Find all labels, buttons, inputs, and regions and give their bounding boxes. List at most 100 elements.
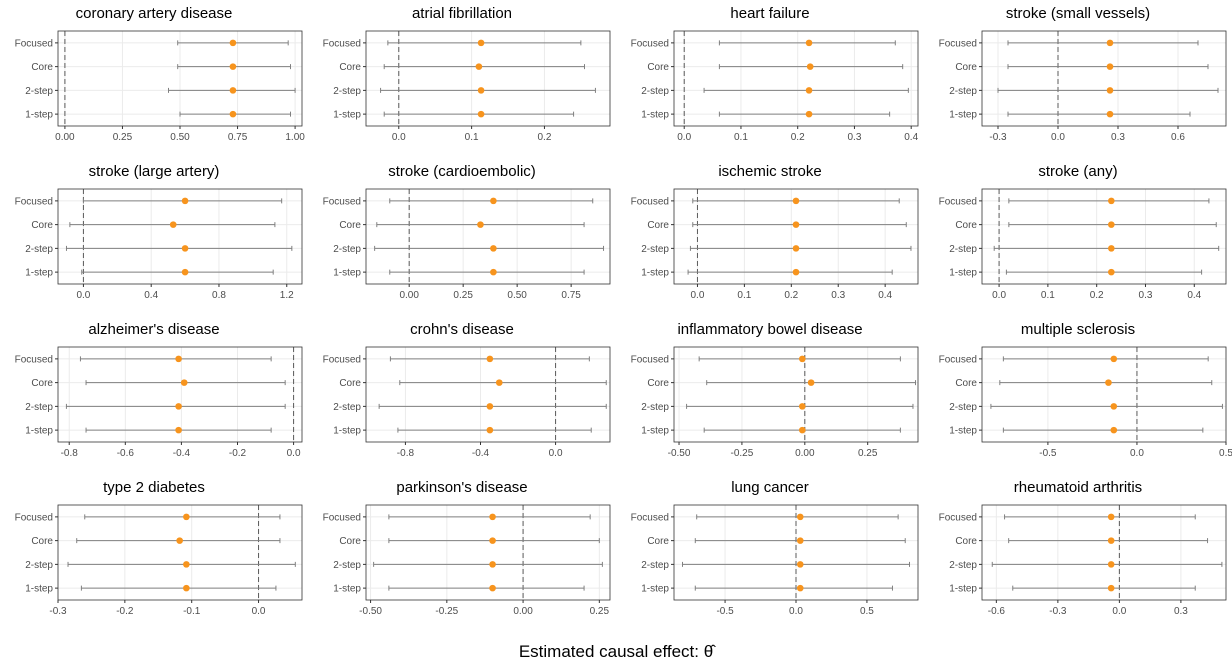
estimate-point bbox=[1108, 221, 1115, 228]
x-tick-label: 0.0 bbox=[789, 606, 803, 617]
x-tick-label: -0.50 bbox=[668, 448, 691, 459]
x-tick-label: 0.0 bbox=[1051, 132, 1065, 143]
y-tick-label: 1-step bbox=[949, 268, 977, 279]
y-tick-label: 1-step bbox=[641, 268, 669, 279]
plot-background bbox=[982, 347, 1226, 442]
y-tick-label: 2-step bbox=[949, 244, 977, 255]
x-tick-label: 0.2 bbox=[791, 132, 805, 143]
y-tick-label: 2-step bbox=[949, 402, 977, 413]
estimate-point bbox=[489, 513, 496, 521]
plot-background bbox=[982, 505, 1226, 600]
y-tick-label: 2-step bbox=[25, 402, 53, 413]
estimate-point bbox=[181, 268, 189, 276]
forest-plot: Focused Core 2-step 1-step -0.5 0.0 0.5 bbox=[631, 504, 919, 617]
x-tick-label: -0.6 bbox=[117, 448, 135, 459]
y-tick-label: Core bbox=[647, 378, 669, 389]
y-tick-label: 1-step bbox=[25, 268, 53, 279]
panel: crohn's disease Focused Core 2-step 1-step -0… bbox=[308, 316, 616, 474]
x-tick-label: 0.4 bbox=[904, 132, 918, 143]
estimate-point bbox=[1107, 561, 1115, 568]
forest-plot: Focused Core 2-step 1-step -0.8 -0.6 -0.4 -0.2 0… bbox=[15, 346, 303, 459]
y-tick-label: 1-step bbox=[949, 426, 977, 437]
x-tick-label: 0.50 bbox=[170, 132, 190, 143]
y-tick-label: Core bbox=[339, 536, 361, 547]
panel: heart failure Focused Core 2-step 1-step 0.0 0… bbox=[616, 0, 924, 158]
estimate-point bbox=[796, 584, 804, 592]
x-tick-label: -0.25 bbox=[731, 448, 754, 459]
x-tick-label: 0.0 bbox=[392, 132, 406, 143]
panel-title: multiple sclerosis bbox=[1020, 321, 1136, 338]
y-tick-label: Core bbox=[647, 220, 669, 231]
y-tick-label: 1-step bbox=[333, 110, 361, 121]
x-tick-label: 0.0 bbox=[1130, 448, 1144, 459]
y-tick-label: 1-step bbox=[641, 110, 669, 121]
x-tick-label: 0.2 bbox=[537, 132, 551, 143]
panel: alzheimer's disease Focused Core 2-step 1-st… bbox=[0, 316, 308, 474]
estimate-point bbox=[477, 221, 484, 228]
estimate-point bbox=[1108, 268, 1115, 276]
estimate-point bbox=[1108, 197, 1115, 205]
x-tick-label: -0.3 bbox=[1049, 606, 1067, 617]
plot-frame bbox=[673, 504, 919, 601]
panel: rheumatoid arthritis Focused Core 2-step 1-s… bbox=[924, 474, 1232, 632]
y-tick-label: 2-step bbox=[949, 86, 977, 97]
x-tick-label: 0.4 bbox=[878, 290, 892, 301]
x-tick-label: 0.4 bbox=[144, 290, 158, 301]
x-tick-label: -0.2 bbox=[116, 606, 134, 617]
forest-plot: Focused Core 2-step 1-step 0.0 0.1 0.2 0.3 0.4 bbox=[939, 188, 1227, 301]
forest-plot: Focused Core 2-step 1-step -0.8 -0.4 0.0 bbox=[323, 346, 611, 459]
y-tick-label: Core bbox=[647, 536, 669, 547]
y-tick-label: 1-step bbox=[641, 584, 669, 595]
estimate-point bbox=[486, 403, 494, 410]
estimate-point bbox=[1108, 245, 1115, 252]
x-tick-label: 0.00 bbox=[513, 606, 533, 617]
x-tick-label: -0.3 bbox=[49, 606, 67, 617]
estimate-point bbox=[796, 537, 804, 544]
x-tick-label: 1.2 bbox=[280, 290, 294, 301]
forest-plot: Focused Core 2-step 1-step -0.5 0.0 0.5 bbox=[939, 346, 1232, 459]
forest-plot: Focused Core 2-step 1-step 0.0 0.4 0.8 1.2 bbox=[15, 188, 303, 301]
plot-background bbox=[366, 31, 610, 126]
plot-background bbox=[366, 505, 610, 600]
x-tick-label: -0.5 bbox=[1039, 448, 1057, 459]
plot-frame bbox=[365, 504, 611, 601]
panel-title: crohn's disease bbox=[410, 321, 514, 338]
x-tick-label: 0.75 bbox=[561, 290, 581, 301]
y-tick-label: Core bbox=[955, 220, 977, 231]
panel: coronary artery disease Focused Core 2-step… bbox=[0, 0, 308, 158]
y-tick-label: Core bbox=[31, 378, 53, 389]
forest-plot: Focused Core 2-step 1-step -0.50 -0.25 0.00 0.2… bbox=[631, 346, 919, 459]
plot-frame bbox=[57, 504, 303, 601]
y-tick-label: Focused bbox=[15, 354, 53, 365]
estimate-point bbox=[1106, 110, 1114, 118]
x-tick-label: 0.5 bbox=[860, 606, 874, 617]
y-tick-label: Focused bbox=[323, 38, 361, 49]
estimate-point bbox=[792, 197, 800, 205]
estimate-point bbox=[477, 39, 485, 47]
estimate-point bbox=[175, 426, 182, 434]
plot-frame bbox=[57, 188, 303, 285]
x-tick-label: 0.75 bbox=[228, 132, 248, 143]
plot-frame bbox=[981, 346, 1227, 443]
panel: multiple sclerosis Focused Core 2-step 1-ste… bbox=[924, 316, 1232, 474]
estimate-point bbox=[798, 426, 806, 434]
estimate-point bbox=[229, 63, 237, 70]
x-tick-label: -0.3 bbox=[989, 132, 1007, 143]
x-tick-label: 0.3 bbox=[831, 290, 845, 301]
plot-frame bbox=[981, 30, 1227, 127]
y-tick-label: 1-step bbox=[333, 426, 361, 437]
estimate-point bbox=[495, 379, 503, 386]
x-tick-label: 0.3 bbox=[1139, 290, 1153, 301]
panel-title: stroke (any) bbox=[1038, 163, 1118, 180]
forest-plot: Focused Core 2-step 1-step -0.3 0.0 0.3 0.6 bbox=[939, 30, 1227, 143]
y-tick-label: 2-step bbox=[641, 244, 669, 255]
y-tick-label: Focused bbox=[15, 196, 53, 207]
estimate-point bbox=[792, 221, 800, 228]
x-tick-label: 0.00 bbox=[55, 132, 75, 143]
x-tick-label: -0.25 bbox=[435, 606, 458, 617]
plot-background bbox=[58, 347, 302, 442]
estimate-point bbox=[490, 245, 497, 252]
plot-background bbox=[982, 31, 1226, 126]
panel-title: heart failure bbox=[730, 5, 810, 22]
estimate-point bbox=[489, 561, 496, 568]
